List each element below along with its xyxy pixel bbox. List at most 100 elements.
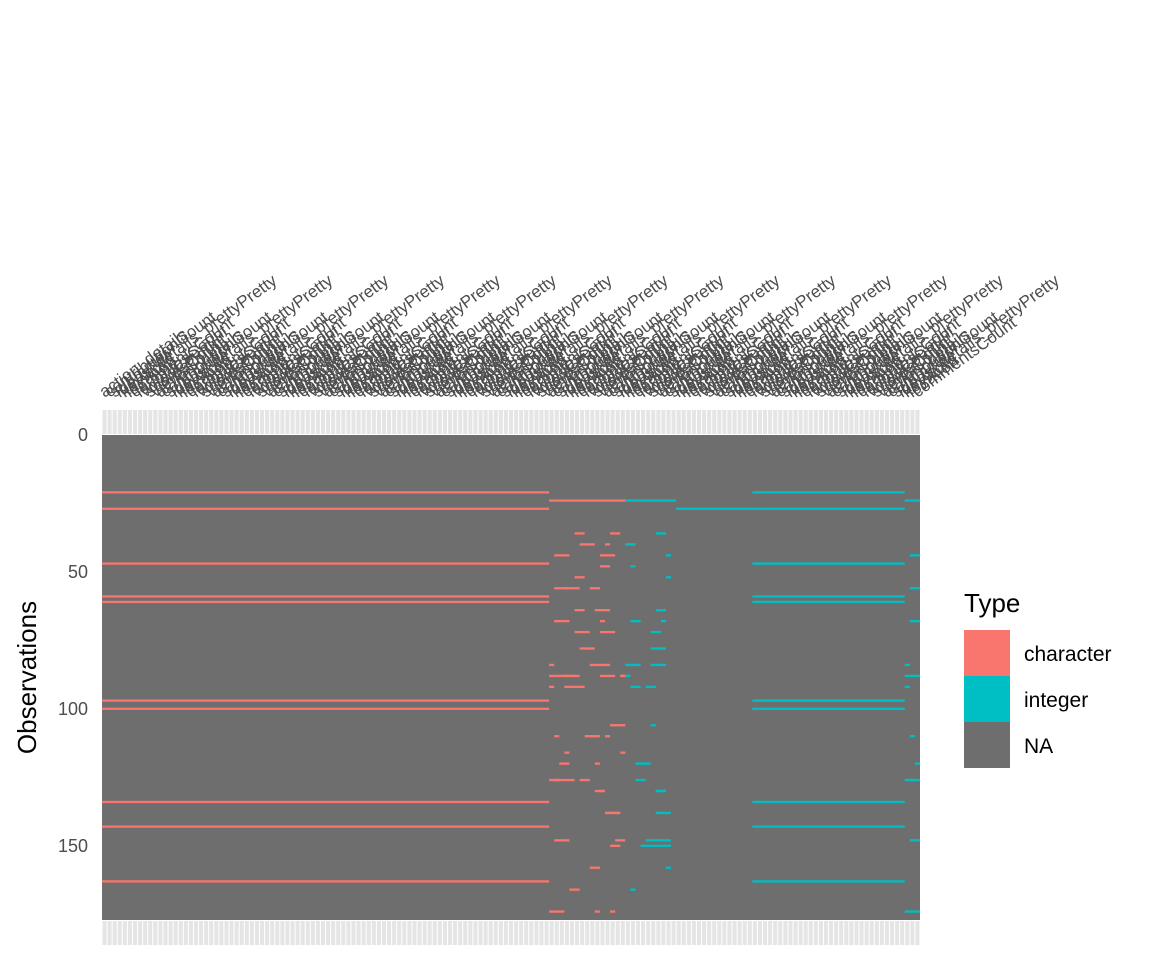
y-tick-label: 100	[58, 699, 88, 719]
heatmap-cell-sparse-integer	[909, 587, 920, 590]
heatmap-cell-sparse-character	[655, 844, 672, 847]
heatmap-cell-sparse-character	[564, 619, 570, 623]
legend-label-na: NA	[1024, 735, 1053, 758]
heatmap-cell-sparse-integer	[909, 554, 920, 557]
heatmap-cell-sparse-character	[610, 910, 616, 913]
heatmap-cell-sparse-character	[564, 685, 580, 689]
heatmap-cell-sparse-character	[574, 576, 585, 579]
heatmap-cell-sparse-character	[660, 619, 666, 623]
heatmap-cell-sparse-character	[610, 844, 621, 847]
heatmap-row-character	[102, 825, 550, 828]
heatmap-row-character	[102, 800, 550, 804]
heatmap-cell-sparse-character	[574, 608, 585, 612]
heatmap-row-character	[102, 595, 550, 598]
heatmap-cell-sparse-integer	[914, 762, 920, 765]
heatmap-cell-sparse-integer	[904, 674, 915, 678]
heatmap-cell-sparse-character	[650, 685, 656, 689]
heatmap-cell-sparse-character	[640, 844, 656, 847]
heatmap-row-integer	[752, 699, 905, 702]
heatmap-cell-sparse-character	[655, 811, 666, 815]
heatmap-cell-sparse-integer	[909, 619, 920, 623]
heatmap-cell-sparse-character	[630, 565, 636, 568]
heatmap-cell-sparse-character	[650, 630, 661, 634]
heatmap-cell-sparse-character	[650, 663, 666, 667]
heatmap-cell-sparse-character	[599, 630, 605, 634]
heatmap-row-integer	[752, 507, 905, 510]
heatmap-cell-sparse-integer	[904, 663, 910, 667]
heatmap-cell-sparse-integer	[904, 910, 920, 913]
heatmap-na-background	[102, 435, 920, 920]
heatmap-cell-sparse-character	[594, 910, 600, 913]
heatmap-row-character	[102, 600, 550, 604]
heatmap-cell-sparse-character	[554, 839, 570, 842]
heatmap-row-partial	[549, 499, 626, 502]
heatmap-cell-sparse-character	[594, 663, 611, 667]
heatmap-cell-sparse-integer	[904, 685, 910, 689]
heatmap-cell-sparse-integer	[914, 674, 920, 678]
heatmap-cells	[102, 491, 920, 913]
top-strip-bg	[102, 410, 920, 434]
heatmap-cell-sparse-character	[589, 587, 600, 590]
legend-label-integer: integer	[1024, 689, 1088, 712]
heatmap-row-character	[102, 880, 550, 883]
heatmap-row-integer	[752, 600, 905, 604]
heatmap-cell-sparse-character	[604, 735, 611, 738]
heatmap-cell-sparse-character	[599, 674, 616, 678]
heatmap-row-character	[102, 707, 550, 710]
heatmap-cell-sparse-character	[554, 778, 570, 782]
heatmap-cell-sparse-character	[549, 778, 560, 782]
heatmap-cell-sparse-character	[589, 663, 595, 667]
heatmap-cell-sparse-character	[630, 619, 641, 623]
heatmap-cell-sparse-character	[599, 565, 611, 568]
heatmap-cell-sparse-integer	[904, 778, 915, 782]
bottom-grid-strip	[101, 921, 921, 945]
heatmap-row-integer	[752, 707, 905, 710]
heatmap-cell-sparse-character	[655, 789, 666, 793]
y-tick-label: 50	[68, 562, 88, 582]
heatmap-cell-sparse-character	[625, 663, 636, 667]
legend-label-character: character	[1024, 643, 1112, 666]
heatmap-cell-sparse-character	[594, 608, 611, 612]
heatmap-cell-sparse-character	[655, 839, 666, 842]
heatmap-row-partial-integer	[904, 499, 920, 502]
legend-key-integer	[964, 676, 1010, 722]
heatmap-row-character	[102, 507, 550, 510]
heatmap-row-character	[102, 491, 550, 494]
heatmap-cell-sparse-character	[630, 685, 641, 689]
heatmap-cell-sparse-character	[665, 839, 672, 842]
heatmap-cell-sparse-character	[564, 587, 580, 590]
bottom-strip-bg	[102, 921, 920, 945]
heatmap-cell-sparse-character	[554, 735, 560, 738]
heatmap-cell-sparse-character	[635, 762, 646, 765]
heatmap-cell-sparse-character	[554, 554, 570, 557]
heatmap-cell-sparse-character	[615, 532, 621, 535]
column-labels: action_detailscontributionCountsubmitter…	[96, 271, 1063, 402]
heatmap-cell-sparse-character	[635, 663, 641, 667]
heatmap-cell-sparse-character	[620, 674, 626, 678]
y-axis: 0 50 100 150	[58, 425, 88, 856]
heatmap-cell-sparse-character	[655, 608, 666, 612]
heatmap-cell-sparse-character	[625, 543, 631, 546]
heatmap-cell-sparse-character	[610, 724, 626, 727]
heatmap-cell-sparse-character	[625, 674, 631, 678]
heatmap-cell-sparse-character	[579, 543, 595, 546]
heatmap-cell-sparse-integer	[909, 735, 915, 738]
heatmap-row-character	[102, 699, 550, 702]
heatmap-row-partial	[625, 499, 677, 502]
heatmap-row-integer	[752, 595, 905, 598]
heatmap-cell-sparse-character	[645, 839, 656, 842]
heatmap-cell-sparse-character	[564, 751, 570, 754]
heatmap-cell-sparse-character	[615, 839, 626, 842]
heatmap-cell-sparse-character	[554, 619, 565, 623]
heatmap-cell-sparse-character	[584, 735, 600, 738]
legend-key-na	[964, 722, 1010, 768]
heatmap-row-integer	[752, 562, 905, 565]
heatmap-cell-sparse-character	[549, 910, 565, 913]
heatmap-row-integer	[752, 800, 905, 804]
heatmap-cell-sparse-character	[665, 866, 672, 869]
heatmap-cell-sparse-character	[630, 543, 636, 546]
heatmap-cell-sparse-character	[569, 888, 580, 891]
heatmap-row-integer	[752, 825, 905, 828]
heatmap-cell-sparse-character	[645, 685, 651, 689]
heatmap-cell-sparse-character	[594, 762, 600, 765]
